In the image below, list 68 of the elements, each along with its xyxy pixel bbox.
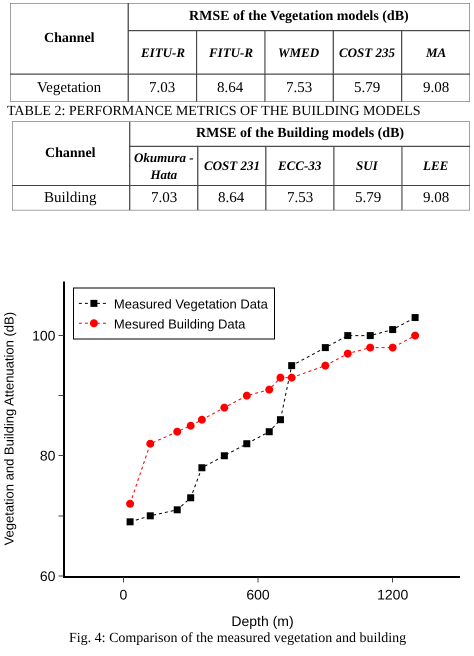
- point: [276, 374, 284, 382]
- point: [220, 404, 228, 412]
- point: [288, 374, 296, 382]
- x-tick-label: 600: [246, 586, 270, 602]
- y-axis-title: Channel: [44, 31, 95, 46]
- point: [198, 416, 206, 424]
- x-tick-label: Okumura - Hata: [134, 150, 194, 182]
- point: [412, 314, 419, 322]
- x-axis-title: Depth (m): [231, 613, 294, 630]
- point: [389, 326, 396, 334]
- point: [126, 500, 134, 508]
- point: [366, 332, 374, 340]
- data-label: 7.53: [286, 80, 312, 96]
- x-tick-label: WMED: [278, 45, 320, 60]
- point: [146, 440, 154, 448]
- y-tick-label: Building: [44, 190, 98, 206]
- point: [126, 518, 134, 526]
- y-axis-title: Vegetation and Building Attenuation (dB): [2, 312, 17, 546]
- y-tick-label: 60: [40, 568, 56, 584]
- point: [288, 362, 296, 370]
- legend-label: Mesured Building Data: [114, 316, 246, 332]
- data-label: 5.79: [355, 190, 382, 206]
- point: [242, 392, 251, 400]
- point: [344, 332, 352, 340]
- y-tick-label: 80: [40, 448, 56, 464]
- point: [243, 440, 250, 448]
- point: [187, 494, 194, 502]
- y-tick-label: 100: [32, 327, 56, 344]
- point: [173, 428, 182, 436]
- x-tick-label: 0: [119, 586, 128, 602]
- legend-label: Measured Vegetation Data: [114, 296, 269, 312]
- point: [411, 332, 420, 340]
- caption: Fig. 4: Comparison of the measured vegetation and building: [69, 631, 406, 646]
- x-tick-label: SUI: [356, 158, 379, 173]
- x-tick-label: COST 231: [204, 158, 260, 173]
- x-tick-label: FITU-R: [208, 45, 254, 60]
- data-label: 8.64: [218, 190, 245, 206]
- x-tick-label: COST 235: [339, 45, 396, 60]
- point: [186, 422, 195, 430]
- y-tick-label: Vegetation: [37, 80, 102, 96]
- point: [276, 416, 284, 424]
- point: [344, 350, 352, 358]
- data-label: 5.79: [354, 80, 380, 96]
- data-label: 7.53: [287, 190, 314, 206]
- point: [321, 362, 330, 370]
- data-label: 9.08: [423, 80, 450, 96]
- x-tick-label: LEE: [422, 158, 449, 173]
- point: [265, 386, 274, 394]
- chart-title: RMSE of the Vegetation models (dB): [189, 9, 410, 24]
- point: [220, 452, 228, 460]
- x-tick-label: 1200: [377, 586, 408, 602]
- chart-title: RMSE of the Building models (dB): [196, 126, 404, 141]
- data-label: 7.03: [151, 190, 178, 206]
- y-axis-title: Channel: [45, 146, 96, 161]
- x-tick-label: ECC-33: [277, 158, 322, 173]
- data-label: 9.08: [423, 190, 450, 206]
- data-label: 8.64: [217, 80, 244, 96]
- point: [174, 506, 181, 514]
- point: [366, 344, 374, 352]
- point: [388, 344, 397, 352]
- x-tick-label: MA: [425, 45, 447, 60]
- point: [266, 428, 273, 436]
- x-tick-label: EITU-R: [140, 45, 186, 60]
- annotation: TABLE 2: PERFORMANCE METRICS OF THE BUILDING MODELS: [7, 104, 421, 119]
- point: [198, 464, 206, 472]
- point: [322, 344, 329, 352]
- point: [146, 512, 154, 520]
- data-label: 7.03: [149, 80, 176, 96]
